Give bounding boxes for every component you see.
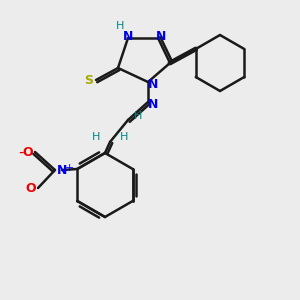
- Text: O: O: [26, 182, 36, 194]
- Text: N: N: [156, 29, 166, 43]
- Text: N: N: [123, 29, 133, 43]
- Text: S: S: [85, 74, 94, 86]
- Text: +: +: [64, 163, 74, 173]
- Text: N: N: [57, 164, 67, 176]
- Text: -: -: [18, 145, 24, 160]
- Text: H: H: [134, 111, 142, 121]
- Text: H: H: [92, 132, 100, 142]
- Text: H: H: [116, 21, 124, 31]
- Text: N: N: [148, 77, 158, 91]
- Text: O: O: [23, 146, 33, 158]
- Text: H: H: [120, 132, 128, 142]
- Text: N: N: [148, 98, 158, 110]
